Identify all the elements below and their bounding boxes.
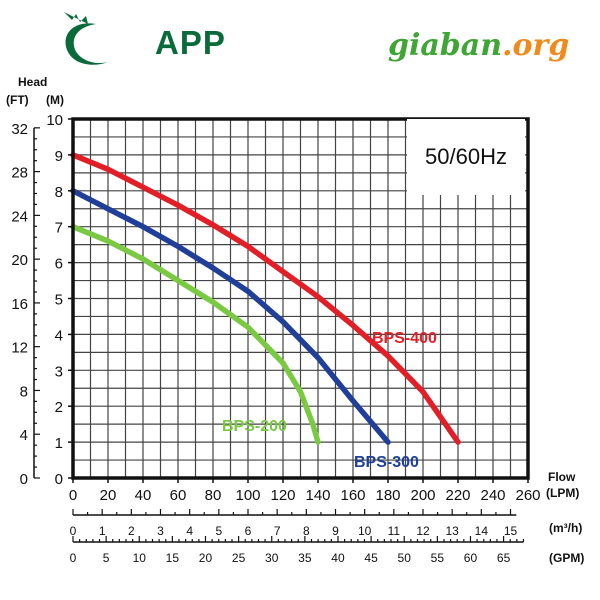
frequency-label: 50/60Hz	[407, 119, 525, 195]
x-tick-label-m3h: 0	[70, 524, 77, 538]
x-tick-label-m3h: 1	[99, 524, 106, 538]
y-tick-label-m: 8	[55, 184, 63, 201]
y-tick-label-m: 9	[55, 148, 63, 165]
x-tick-label-gpm: 50	[398, 551, 412, 565]
x-tick-label-lpm: 140	[305, 487, 330, 504]
x-tick-label-m3h: 3	[157, 524, 164, 538]
x-axis-unit-m3h: (m³/h)	[549, 521, 582, 535]
x-tick-label-gpm: 20	[199, 551, 213, 565]
watermark: giaban.org	[388, 28, 569, 63]
y-tick-label-m: 5	[55, 292, 63, 309]
x-tick-label-lpm: 0	[69, 487, 77, 504]
y-axis-title: Head	[18, 75, 47, 89]
y-tick-label-ft: 16	[11, 296, 28, 313]
y-tick-label-ft: 4	[20, 427, 28, 444]
y-tick-label-ft: 0	[20, 471, 28, 488]
x-tick-label-gpm: 0	[70, 551, 77, 565]
series-labels: BPS-200 BPS-300 BPS-400	[222, 330, 437, 471]
y-tick-label-m: 10	[46, 112, 63, 129]
x-tick-label-m3h: 12	[416, 524, 430, 538]
series-label-bps-200: BPS-200	[222, 418, 287, 435]
x-axis-title: Flow	[548, 470, 576, 484]
performance-curves	[70, 152, 461, 445]
x-tick-label-gpm: 15	[166, 551, 180, 565]
x-tick-label-lpm: 260	[515, 487, 540, 504]
y-tick-label-ft: 24	[11, 208, 28, 225]
y-tick-label-m: 1	[55, 435, 63, 452]
x-tick-label-lpm: 220	[445, 487, 470, 504]
x-tick-label-m3h: 2	[128, 524, 135, 538]
y-axis-unit-m: (M)	[46, 93, 64, 107]
series-line-bps-400	[70, 152, 461, 445]
x-tick-label-m3h: 13	[445, 524, 459, 538]
series-label-bps-400: BPS-400	[372, 330, 437, 347]
x-tick-label-lpm: 40	[135, 487, 152, 504]
series-label-bps-300: BPS-300	[354, 454, 419, 471]
y-tick-label-m: 3	[55, 363, 63, 380]
x-tick-label-m3h: 10	[358, 524, 372, 538]
x-tick-label-m3h: 14	[475, 524, 489, 538]
x-tick-label-m3h: 4	[186, 524, 193, 538]
y-axis-unit-ft: (FT)	[6, 93, 29, 107]
x-tick-label-lpm: 240	[480, 487, 505, 504]
x-tick-label-m3h: 8	[303, 524, 310, 538]
y-tick-label-ft: 20	[11, 252, 28, 269]
x-axis-unit-lpm: (LPM)	[546, 486, 579, 500]
x-tick-label-gpm: 10	[133, 551, 147, 565]
series-line-bps-200	[70, 223, 321, 445]
y-tick-label-m: 7	[55, 220, 63, 237]
y-tick-label-m: 6	[55, 256, 63, 273]
x-tick-label-lpm: 80	[205, 487, 222, 504]
x-tick-label-gpm: 40	[331, 551, 345, 565]
x-tick-label-gpm: 65	[497, 551, 511, 565]
x-tick-label-m3h: 5	[215, 524, 222, 538]
y-tick-label-ft: 28	[11, 165, 28, 182]
x-tick-label-gpm: 35	[298, 551, 312, 565]
y-tick-label-ft: 32	[11, 121, 28, 138]
y-tick-label-m: 2	[55, 399, 63, 416]
x-tick-label-gpm: 5	[103, 551, 110, 565]
x-tick-label-lpm: 160	[340, 487, 365, 504]
x-tick-label-m3h: 6	[245, 524, 252, 538]
x-tick-label-lpm: 120	[270, 487, 295, 504]
x-tick-label-m3h: 15	[504, 524, 518, 538]
watermark-ext: .org	[502, 28, 570, 63]
series-line-bps-300	[70, 188, 391, 445]
x-tick-label-gpm: 25	[232, 551, 246, 565]
x-tick-label-lpm: 200	[410, 487, 435, 504]
x-tick-label-gpm: 60	[464, 551, 478, 565]
y-tick-label-ft: 8	[20, 383, 28, 400]
x-tick-label-lpm: 20	[100, 487, 117, 504]
x-tick-label-lpm: 180	[375, 487, 400, 504]
x-tick-label-gpm: 55	[431, 551, 445, 565]
logo-text: APP	[155, 24, 226, 61]
x-tick-label-lpm: 100	[235, 487, 260, 504]
x-tick-label-m3h: 11	[388, 524, 401, 538]
y-tick-label-m: 0	[55, 471, 63, 488]
x-tick-label-gpm: 45	[364, 551, 378, 565]
x-tick-label-m3h: 7	[274, 524, 281, 538]
app-logo: APP	[58, 10, 225, 72]
x-tick-label-gpm: 30	[265, 551, 279, 565]
x-tick-label-m3h: 9	[332, 524, 339, 538]
x-tick-label-lpm: 60	[170, 487, 187, 504]
y-tick-label-ft: 12	[11, 340, 28, 357]
watermark-main: giaban	[388, 28, 503, 63]
y-tick-label-m: 4	[55, 327, 63, 344]
app-swoosh-icon	[64, 12, 108, 65]
x-axis-unit-gpm: (GPM)	[549, 551, 584, 565]
